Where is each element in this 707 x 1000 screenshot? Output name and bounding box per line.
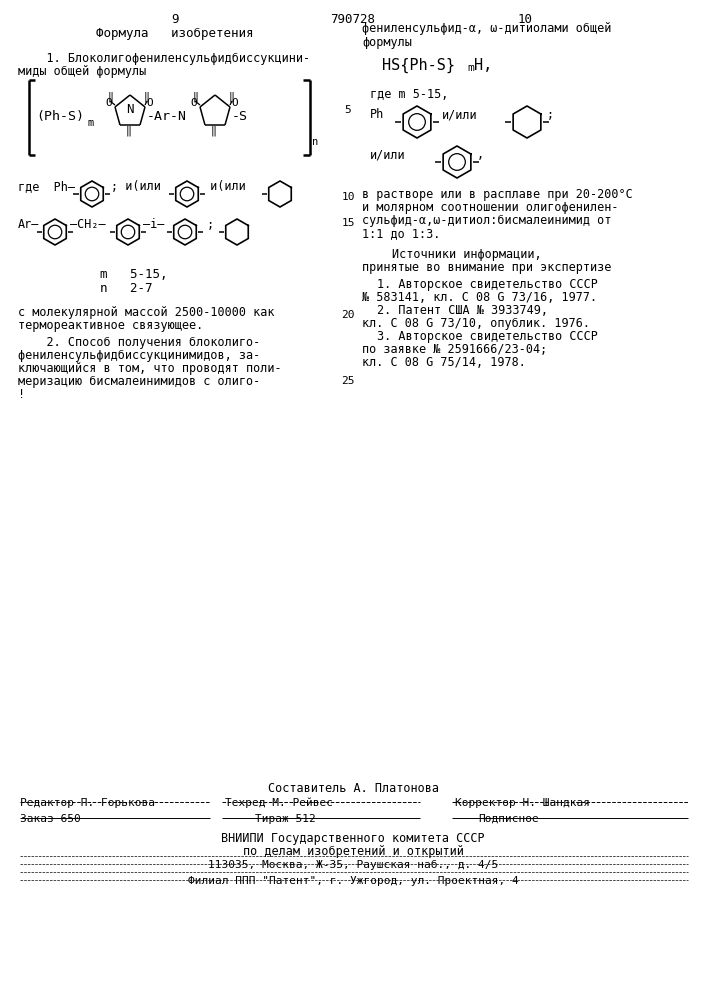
Text: ключающийся в том, что проводят поли-: ключающийся в том, что проводят поли- — [18, 362, 281, 375]
Text: ;: ; — [547, 108, 554, 121]
Text: 5: 5 — [344, 105, 351, 115]
Text: миды общей формулы: миды общей формулы — [18, 65, 146, 78]
Text: !: ! — [18, 388, 25, 401]
Text: m: m — [467, 63, 474, 73]
Text: и(или: и(или — [203, 180, 246, 193]
Text: ‖: ‖ — [211, 126, 217, 136]
Text: № 583141, кл. С 08 G 73/16, 1977.: № 583141, кл. С 08 G 73/16, 1977. — [362, 291, 597, 304]
Text: n   2-7: n 2-7 — [100, 282, 153, 295]
Text: фениленсульфидбиссукцинимидов, за-: фениленсульфидбиссукцинимидов, за- — [18, 349, 260, 362]
Text: -S: -S — [232, 110, 248, 123]
Text: 20: 20 — [341, 310, 355, 320]
Text: где m 5-15,: где m 5-15, — [370, 88, 448, 101]
Text: HS{Ph-S}: HS{Ph-S} — [382, 58, 455, 73]
Text: 1. Блоколигофениленсульфидбиссукцини-: 1. Блоколигофениленсульфидбиссукцини- — [18, 52, 310, 65]
Text: (Ph-S): (Ph-S) — [36, 110, 84, 123]
Text: Формула   изобретения: Формула изобретения — [96, 27, 254, 40]
Text: H,: H, — [474, 58, 492, 73]
Text: Ph: Ph — [370, 108, 384, 121]
Text: ‖: ‖ — [193, 92, 199, 103]
Text: ‖: ‖ — [126, 126, 132, 136]
Text: ‖: ‖ — [229, 92, 235, 103]
Text: 10: 10 — [518, 13, 532, 26]
Text: ;: ; — [200, 218, 214, 231]
Text: –CH₂–: –CH₂– — [70, 218, 105, 231]
Text: меризацию бисмалеинимидов с олиго-: меризацию бисмалеинимидов с олиго- — [18, 375, 260, 388]
Text: 9: 9 — [171, 13, 179, 26]
Text: по заявке № 2591666/23-04;: по заявке № 2591666/23-04; — [362, 343, 547, 356]
Text: Составитель А. Платонова: Составитель А. Платонова — [267, 782, 438, 795]
Text: ВНИИПИ Государственного комитета СССР: ВНИИПИ Государственного комитета СССР — [221, 832, 485, 845]
Text: Техред М. Рейвес: Техред М. Рейвес — [225, 798, 333, 808]
Text: ,: , — [477, 148, 484, 161]
Text: m: m — [87, 118, 93, 128]
Text: по делам изобретений и открытий: по делам изобретений и открытий — [243, 845, 463, 858]
Text: –i–: –i– — [143, 218, 164, 231]
Text: 15: 15 — [341, 218, 355, 228]
Text: Корректор Н. Шандкая: Корректор Н. Шандкая — [455, 798, 590, 808]
Text: 2. Патент США № 3933749,: 2. Патент США № 3933749, — [377, 304, 548, 317]
Text: с молекулярной массой 2500-10000 как: с молекулярной массой 2500-10000 как — [18, 306, 274, 319]
Text: Редактор П. Горькова: Редактор П. Горькова — [20, 798, 155, 808]
Text: и молярном соотношении олигофенилен-: и молярном соотношении олигофенилен- — [362, 201, 619, 214]
Text: где  Ph–: где Ph– — [18, 180, 75, 193]
Text: n: n — [312, 137, 318, 147]
Text: Подписное: Подписное — [478, 814, 539, 824]
Text: Филиал ППП "Патент", г. Ужгород, ул. Проектная, 4: Филиал ППП "Патент", г. Ужгород, ул. Про… — [187, 876, 518, 886]
Text: ‖: ‖ — [108, 92, 114, 103]
Text: сульфид-α,ω-дитиол:бисмалеинимид от: сульфид-α,ω-дитиол:бисмалеинимид от — [362, 214, 612, 227]
Text: термореактивное связующее.: термореактивное связующее. — [18, 319, 203, 332]
Text: 113035, Москва, Ж-35, Раушская наб., д. 4/5: 113035, Москва, Ж-35, Раушская наб., д. … — [208, 860, 498, 870]
Text: фениленсульфид-α, ω-дитиолами общей: фениленсульфид-α, ω-дитиолами общей — [362, 22, 612, 35]
Text: 790728: 790728 — [330, 13, 375, 26]
Text: кл. С 08 G 73/10, опублик. 1976.: кл. С 08 G 73/10, опублик. 1976. — [362, 317, 590, 330]
Text: 2. Способ получения блоколиго-: 2. Способ получения блоколиго- — [18, 336, 260, 349]
Text: Источники информации,: Источники информации, — [392, 248, 542, 261]
Text: 1:1 до 1:3.: 1:1 до 1:3. — [362, 227, 440, 240]
Text: O: O — [231, 98, 238, 108]
Text: Заказ 650: Заказ 650 — [20, 814, 81, 824]
Text: ; и(или: ; и(или — [111, 180, 161, 193]
Text: и/или: и/или — [370, 148, 406, 161]
Text: принятые во внимание при экспертизе: принятые во внимание при экспертизе — [362, 261, 612, 274]
Text: в растворе или в расплаве при 20-200°С: в растворе или в расплаве при 20-200°С — [362, 188, 633, 201]
Text: формулы: формулы — [362, 36, 412, 49]
Text: 25: 25 — [341, 376, 355, 386]
Text: m   5-15,: m 5-15, — [100, 268, 168, 281]
Text: 3. Авторское свидетельство СССР: 3. Авторское свидетельство СССР — [377, 330, 598, 343]
Text: -Ar-N: -Ar-N — [147, 110, 187, 123]
Text: O: O — [190, 98, 197, 108]
Text: кл. С 08 G 75/14, 1978.: кл. С 08 G 75/14, 1978. — [362, 356, 526, 369]
Text: 1. Авторское свидетельство СССР: 1. Авторское свидетельство СССР — [377, 278, 598, 291]
Text: Тираж 512: Тираж 512 — [255, 814, 316, 824]
Text: N: N — [126, 103, 134, 116]
Text: O: O — [105, 98, 112, 108]
Text: ‖: ‖ — [144, 92, 150, 103]
Text: и/или: и/или — [442, 108, 478, 121]
Text: O: O — [146, 98, 153, 108]
Text: Ar–: Ar– — [18, 218, 40, 231]
Text: 10: 10 — [341, 192, 355, 202]
